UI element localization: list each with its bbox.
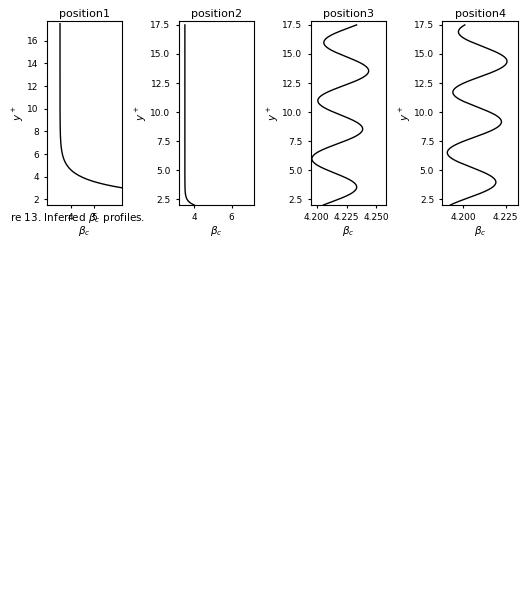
Y-axis label: $y^+$: $y^+$ [397, 105, 413, 121]
Title: position1: position1 [59, 9, 110, 19]
Y-axis label: $y^+$: $y^+$ [134, 105, 149, 121]
Title: position2: position2 [191, 9, 242, 19]
Title: position4: position4 [454, 9, 506, 19]
Title: position3: position3 [323, 9, 374, 19]
X-axis label: $\beta_c$: $\beta_c$ [474, 224, 486, 237]
Y-axis label: $y^+$: $y^+$ [11, 105, 26, 121]
Text: re 13. Inferred $\beta_c$ profiles.: re 13. Inferred $\beta_c$ profiles. [10, 211, 145, 225]
Y-axis label: $y^+$: $y^+$ [266, 105, 281, 121]
X-axis label: $\beta_c$: $\beta_c$ [210, 224, 223, 237]
X-axis label: $\beta_c$: $\beta_c$ [78, 224, 91, 237]
X-axis label: $\beta_c$: $\beta_c$ [342, 224, 355, 237]
